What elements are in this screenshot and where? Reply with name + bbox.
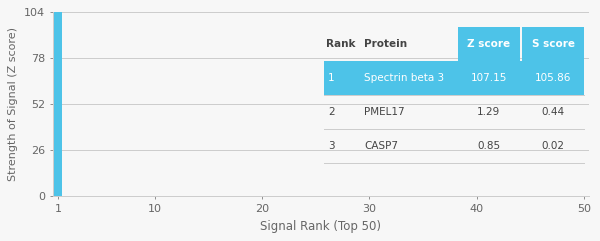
Text: Spectrin beta 3: Spectrin beta 3 [364,73,444,83]
Text: Z score: Z score [467,39,510,49]
Bar [54,7,62,196]
Text: 0.85: 0.85 [477,141,500,151]
Text: S score: S score [532,39,575,49]
Text: Protein: Protein [364,39,407,49]
Text: 0.44: 0.44 [542,107,565,117]
Text: 1: 1 [328,73,335,83]
Text: 105.86: 105.86 [535,73,571,83]
X-axis label: Signal Rank (Top 50): Signal Rank (Top 50) [260,220,382,233]
Text: 3: 3 [328,141,335,151]
Text: 1.29: 1.29 [477,107,500,117]
Y-axis label: Strength of Signal (Z score): Strength of Signal (Z score) [8,27,19,181]
Text: 0.02: 0.02 [542,141,565,151]
Text: 2: 2 [328,107,335,117]
Text: 107.15: 107.15 [470,73,507,83]
Text: CASP7: CASP7 [364,141,398,151]
Text: PMEL17: PMEL17 [364,107,404,117]
Text: Rank: Rank [326,39,356,49]
